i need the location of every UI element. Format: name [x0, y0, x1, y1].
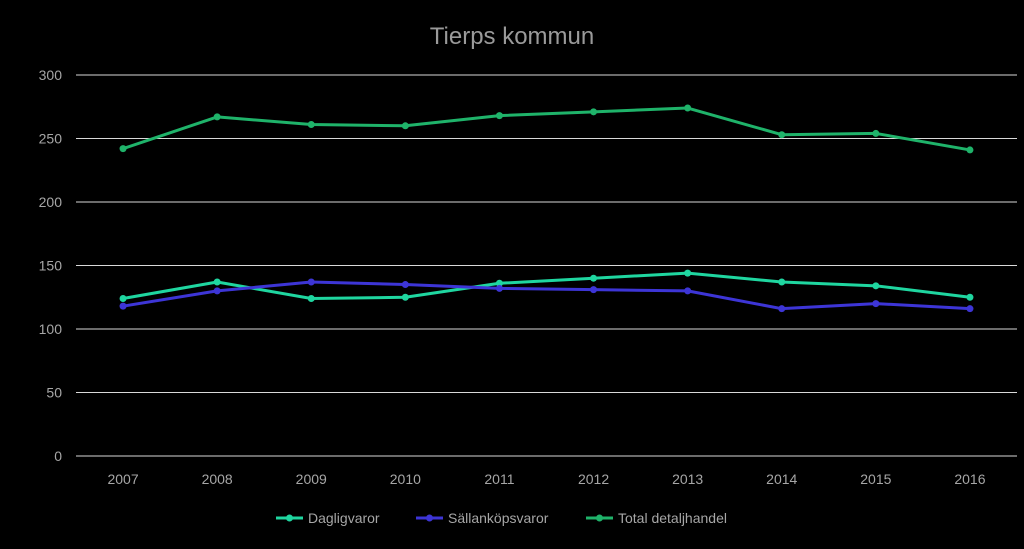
data-point — [495, 279, 503, 287]
y-tick-label: 50 — [46, 385, 62, 401]
y-tick-label: 300 — [39, 67, 63, 83]
data-point — [684, 287, 692, 295]
x-tick-label: 2008 — [202, 471, 233, 487]
series-2 — [119, 104, 974, 154]
x-tick-label: 2012 — [578, 471, 609, 487]
data-point — [213, 287, 221, 295]
y-tick-label: 200 — [39, 194, 63, 210]
legend-swatch-marker — [426, 514, 433, 522]
legend-item: Total detaljhandel — [586, 510, 727, 526]
legend-label: Dagligvaror — [308, 510, 380, 526]
grid-layer — [76, 74, 1017, 457]
y-tick-label: 0 — [54, 448, 62, 464]
x-tick-label: 2013 — [672, 471, 703, 487]
data-point — [684, 104, 692, 112]
data-point — [872, 300, 880, 308]
data-point — [966, 146, 974, 154]
data-point — [778, 131, 786, 139]
data-point — [590, 274, 598, 282]
x-tick-label: 2015 — [860, 471, 891, 487]
y-tick-label: 150 — [39, 258, 63, 274]
legend: Dagligvaror Sällanköpsvaror Total detaljha… — [276, 510, 727, 526]
data-point — [401, 281, 409, 289]
x-tick-label: 2007 — [107, 471, 138, 487]
data-point — [966, 305, 974, 313]
data-point — [495, 112, 503, 120]
x-tick-label: 2016 — [954, 471, 985, 487]
series-1 — [119, 278, 974, 313]
data-point — [872, 129, 880, 137]
y-tick-label: 250 — [39, 131, 63, 147]
chart-title: Tierps kommun — [430, 23, 594, 50]
series-line — [122, 271, 971, 301]
data-point — [307, 295, 315, 303]
data-point — [213, 113, 221, 121]
data-point — [590, 286, 598, 294]
data-point — [590, 108, 598, 116]
data-point — [778, 278, 786, 286]
legend-label: Total detaljhandel — [618, 510, 727, 526]
x-axis: 2007 2008 2009 2010 2011 2012 2013 2014 2015 2016 — [107, 471, 985, 487]
data-point — [213, 278, 221, 286]
legend-swatch-marker — [596, 514, 603, 522]
data-point — [684, 269, 692, 277]
x-tick-label: 2014 — [766, 471, 797, 487]
series-layer — [119, 104, 974, 313]
y-tick-label: 100 — [39, 321, 63, 337]
x-tick-label: 2011 — [484, 471, 514, 487]
series-line — [122, 106, 971, 152]
legend-label: Sällanköpsvaror — [448, 510, 549, 526]
data-point — [307, 278, 315, 286]
legend-item: Dagligvaror — [276, 510, 380, 526]
data-point — [119, 302, 127, 310]
data-point — [778, 305, 786, 313]
data-point — [401, 293, 409, 301]
legend-item: Sällanköpsvaror — [416, 510, 549, 526]
y-axis: 0 50 100 150 200 250 300 — [39, 67, 63, 464]
x-tick-label: 2010 — [390, 471, 421, 487]
data-point — [966, 293, 974, 301]
series-line — [122, 280, 971, 311]
data-point — [495, 284, 503, 292]
data-point — [119, 145, 127, 153]
data-point — [307, 121, 315, 129]
data-point — [119, 295, 127, 303]
data-point — [872, 282, 880, 290]
legend-swatch-marker — [286, 514, 293, 522]
series-0 — [119, 269, 974, 303]
x-tick-label: 2009 — [296, 471, 327, 487]
data-point — [401, 122, 409, 130]
